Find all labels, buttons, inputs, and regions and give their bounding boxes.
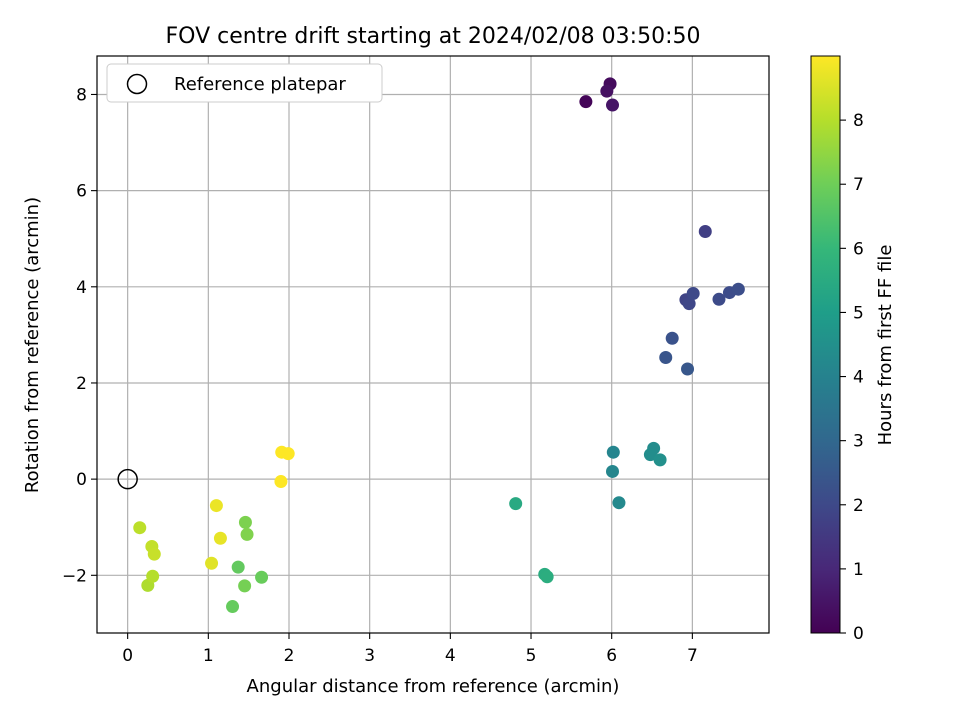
- data-point: [698, 225, 712, 239]
- data-point: [274, 475, 288, 489]
- data-point: [238, 579, 252, 593]
- x-tick-label: 2: [284, 646, 295, 666]
- data-point: [686, 287, 700, 301]
- y-axis-ticks: −2 0 2 4 6 8: [62, 85, 97, 586]
- data-point: [731, 282, 745, 296]
- y-tick-label: 0: [76, 470, 87, 490]
- legend-label: Reference platepar: [174, 74, 346, 95]
- data-point: [659, 350, 673, 364]
- data-point: [682, 297, 696, 311]
- colorbar: 0 1 2 3 4 5 6 7 8 Hours from first FF file: [810, 55, 896, 644]
- x-axis-label: Angular distance from reference (arcmin): [247, 676, 620, 697]
- reference-marker: [117, 468, 138, 490]
- data-points: [133, 77, 745, 614]
- reference-platepar-marker: [117, 468, 138, 490]
- colorbar-ticks: 0 1 2 3 4 5 6 7 8: [840, 111, 864, 644]
- legend: Reference platepar: [106, 63, 383, 103]
- data-point: [231, 560, 245, 574]
- data-point: [213, 531, 227, 545]
- colorbar-tick-label: 0: [853, 624, 864, 644]
- colorbar-tick-label: 2: [853, 496, 864, 516]
- data-point: [681, 362, 695, 376]
- y-tick-label: −2: [62, 566, 87, 586]
- data-point: [146, 569, 160, 583]
- y-tick-label: 8: [76, 85, 87, 105]
- data-point: [209, 499, 223, 513]
- legend-marker: [126, 73, 148, 95]
- data-point: [240, 527, 254, 541]
- y-axis-label: Rotation from reference (arcmin): [22, 197, 43, 493]
- y-tick-label: 2: [76, 374, 87, 394]
- data-point: [147, 547, 161, 561]
- data-point: [712, 292, 726, 306]
- data-point: [579, 95, 593, 109]
- data-point: [540, 570, 554, 584]
- data-point: [600, 84, 614, 98]
- colorbar-tick-label: 8: [853, 111, 864, 131]
- colorbar-tick-label: 4: [853, 368, 864, 388]
- data-point: [255, 570, 269, 584]
- data-point: [606, 445, 620, 459]
- data-point: [605, 98, 619, 112]
- data-point: [612, 496, 626, 510]
- colorbar-tick-label: 5: [853, 303, 864, 323]
- x-tick-label: 0: [122, 646, 133, 666]
- colorbar-label: Hours from first FF file: [875, 245, 896, 446]
- data-point: [205, 556, 219, 570]
- data-point: [643, 448, 657, 462]
- grid-lines: [97, 56, 769, 633]
- y-tick-label: 6: [76, 182, 87, 202]
- data-point: [226, 600, 240, 614]
- data-point: [238, 515, 252, 529]
- data-point: [665, 331, 679, 345]
- colorbar-tick-label: 1: [853, 560, 864, 580]
- y-tick-label: 4: [76, 278, 87, 298]
- x-tick-label: 3: [364, 646, 375, 666]
- data-point: [605, 464, 619, 478]
- data-point: [281, 447, 295, 461]
- x-tick-label: 1: [203, 646, 214, 666]
- colorbar-tick-label: 3: [853, 432, 864, 452]
- x-tick-label: 5: [526, 646, 537, 666]
- colorbar-tick-label: 7: [853, 175, 864, 195]
- chart-title: FOV centre drift starting at 2024/02/08 …: [166, 24, 701, 49]
- x-axis-ticks: 0 1 2 3 4 5 6 7: [122, 633, 698, 666]
- colorbar-tick-label: 6: [853, 239, 864, 259]
- x-tick-label: 7: [687, 646, 698, 666]
- data-point: [509, 497, 523, 511]
- data-point: [653, 453, 667, 467]
- data-point: [133, 521, 147, 535]
- colorbar-gradient: [810, 55, 841, 634]
- plot-frame: [96, 55, 770, 634]
- x-tick-label: 6: [606, 646, 617, 666]
- legend-box: [106, 63, 383, 103]
- x-tick-label: 4: [445, 646, 456, 666]
